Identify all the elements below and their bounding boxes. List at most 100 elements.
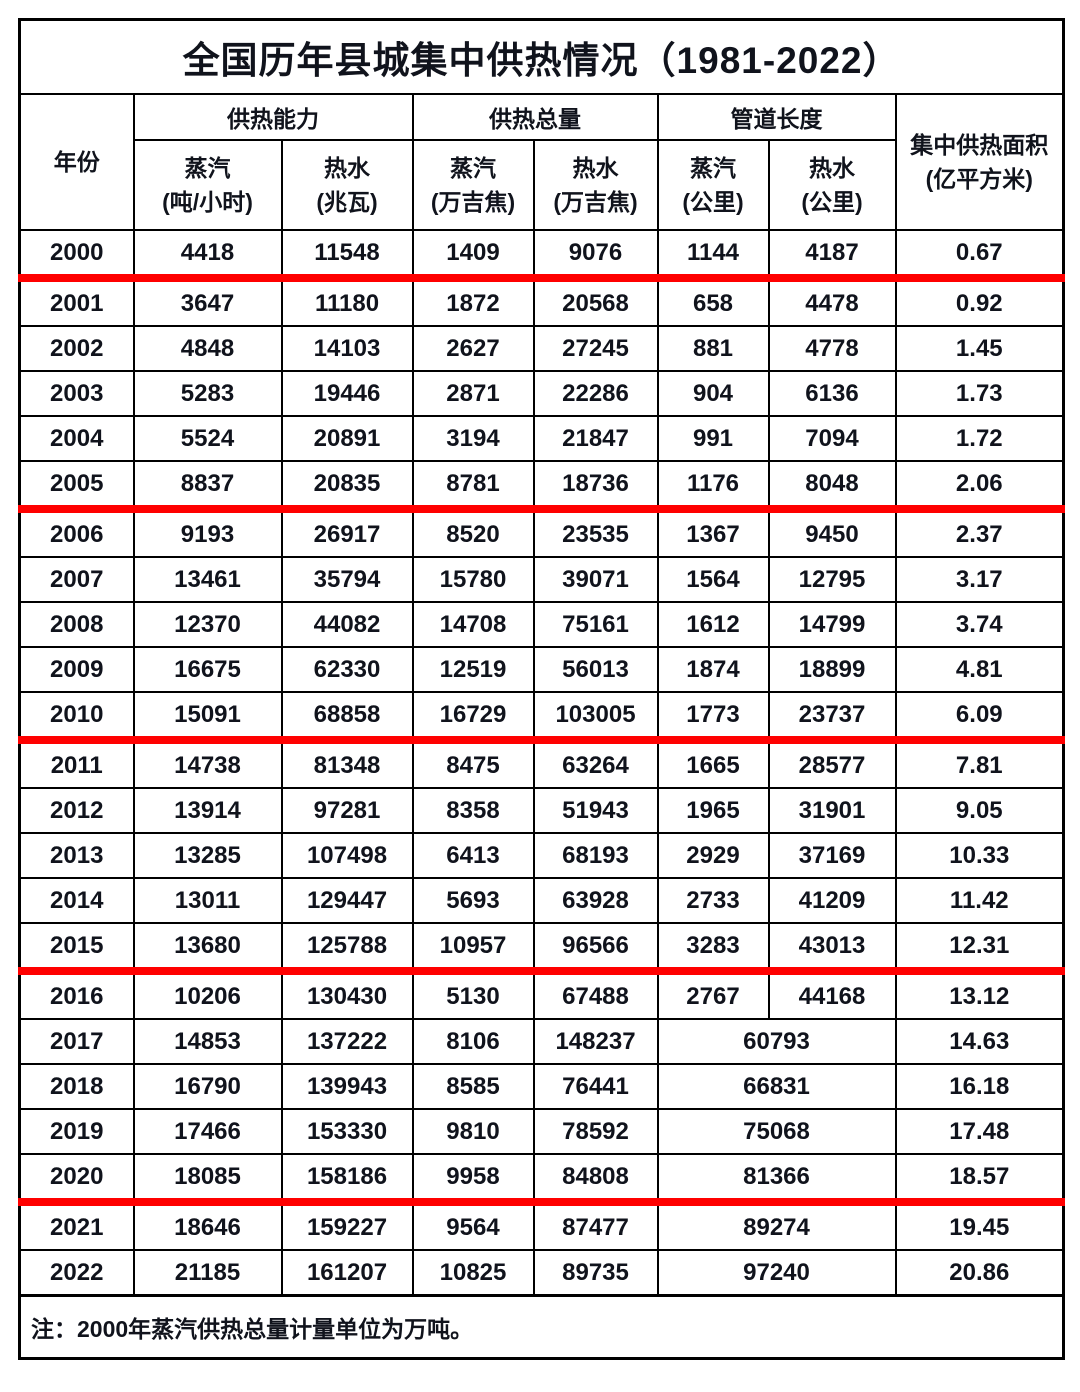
value-cell: 1176 <box>656 460 770 513</box>
table-row: 2017 14853 137222 8106 148237 60793 14.63 <box>18 1018 1065 1065</box>
year-cell: 2009 <box>18 646 135 693</box>
year-cell: 2020 <box>18 1153 135 1206</box>
value-cell: 1965 <box>656 787 770 834</box>
col-header-capacity-steam: 蒸汽 (吨/小时) <box>132 139 283 231</box>
value-cell: 19446 <box>280 370 414 417</box>
value-cell: 13011 <box>132 877 283 924</box>
value-cell: 9076 <box>532 229 659 282</box>
value-cell: 9450 <box>767 508 897 558</box>
value-cell: 158186 <box>280 1153 414 1206</box>
value-cell: 14853 <box>132 1018 283 1065</box>
value-cell: 2733 <box>656 877 770 924</box>
value-cell: 12519 <box>411 646 535 693</box>
table-row: 2007 13461 35794 15780 39071 1564 12795 3.17 <box>18 556 1065 603</box>
value-cell: 23535 <box>532 508 659 558</box>
value-cell: 107498 <box>280 832 414 879</box>
group-header-total-supply: 供热总量 <box>411 93 659 141</box>
value-cell: 11180 <box>280 277 414 327</box>
table-row: 2013 13285 107498 6413 68193 2929 37169 10.33 <box>18 832 1065 879</box>
value-cell: 8048 <box>767 460 897 513</box>
value-cell: 161207 <box>280 1249 414 1297</box>
table-row: 2006 9193 26917 8520 23535 1367 9450 2.37 <box>18 508 1065 558</box>
value-cell: 129447 <box>280 877 414 924</box>
value-cell: 4778 <box>767 325 897 372</box>
value-cell: 8475 <box>411 739 535 789</box>
value-cell: 9810 <box>411 1108 535 1155</box>
group-header-capacity: 供热能力 <box>132 93 414 141</box>
table-row: 2010 15091 68858 16729 103005 1773 23737 6.09 <box>18 691 1065 744</box>
value-cell: 1.73 <box>894 370 1065 417</box>
value-cell: 14.63 <box>894 1018 1065 1065</box>
value-cell: 1409 <box>411 229 535 282</box>
value-cell: 12795 <box>767 556 897 603</box>
value-cell: 19.45 <box>894 1201 1065 1251</box>
title-row: 全国历年县城集中供热情况（1981-2022） <box>18 18 1065 95</box>
header-line: 热水 <box>809 154 855 181</box>
table-row: 2020 18085 158186 9958 84808 81366 18.57 <box>18 1153 1065 1206</box>
table-row: 2001 3647 11180 1872 20568 658 4478 0.92 <box>18 277 1065 327</box>
value-cell: 89735 <box>532 1249 659 1297</box>
value-cell: 153330 <box>280 1108 414 1155</box>
value-cell: 4187 <box>767 229 897 282</box>
value-cell: 8585 <box>411 1063 535 1110</box>
value-cell: 37169 <box>767 832 897 879</box>
value-cell: 103005 <box>532 691 659 744</box>
value-cell: 17.48 <box>894 1108 1065 1155</box>
value-cell: 26917 <box>280 508 414 558</box>
col-header-total-steam: 蒸汽 (万吉焦) <box>411 139 535 231</box>
value-cell: 81348 <box>280 739 414 789</box>
value-cell: 1.45 <box>894 325 1065 372</box>
value-cell: 68193 <box>532 832 659 879</box>
value-cell: 10.33 <box>894 832 1065 879</box>
value-cell: 15091 <box>132 691 283 744</box>
value-cell: 11.42 <box>894 877 1065 924</box>
value-cell: 23737 <box>767 691 897 744</box>
col-header-pipeline-steam: 蒸汽 (公里) <box>656 139 770 231</box>
value-cell: 6413 <box>411 832 535 879</box>
value-cell: 16790 <box>132 1063 283 1110</box>
value-cell: 17466 <box>132 1108 283 1155</box>
value-cell: 13914 <box>132 787 283 834</box>
value-cell: 44168 <box>767 970 897 1020</box>
year-cell: 2018 <box>18 1063 135 1110</box>
col-header-area-line2: (亿平方米) <box>925 166 1033 192</box>
value-cell: 5283 <box>132 370 283 417</box>
value-cell: 75068 <box>656 1108 897 1155</box>
value-cell: 159227 <box>280 1201 414 1251</box>
value-cell: 2.06 <box>894 460 1065 513</box>
table-row: 2000 4418 11548 1409 9076 1144 4187 0.67 <box>18 229 1065 282</box>
value-cell: 2871 <box>411 370 535 417</box>
table-row: 2021 18646 159227 9564 87477 89274 19.45 <box>18 1201 1065 1251</box>
value-cell: 16.18 <box>894 1063 1065 1110</box>
value-cell: 6136 <box>767 370 897 417</box>
value-cell: 97281 <box>280 787 414 834</box>
value-cell: 20568 <box>532 277 659 327</box>
value-cell: 6.09 <box>894 691 1065 744</box>
group-header-row: 年份 供热能力 供热总量 管道长度 集中供热面积 (亿平方米) <box>18 93 1065 231</box>
table-row: 2003 5283 19446 2871 22286 904 6136 1.73 <box>18 370 1065 417</box>
header-line: (吨/小时) <box>162 189 253 215</box>
value-cell: 7094 <box>767 415 897 462</box>
value-cell: 2.37 <box>894 508 1065 558</box>
value-cell: 4418 <box>132 229 283 282</box>
value-cell: 3194 <box>411 415 535 462</box>
value-cell: 5130 <box>411 970 535 1020</box>
year-cell: 2002 <box>18 325 135 372</box>
year-cell: 2001 <box>18 277 135 327</box>
note-row: 注：2000年蒸汽供热总量计量单位为万吨。 <box>18 1294 1065 1360</box>
value-cell: 28577 <box>767 739 897 789</box>
year-cell: 2014 <box>18 877 135 924</box>
value-cell: 22286 <box>532 370 659 417</box>
col-header-area: 集中供热面积 (亿平方米) <box>894 93 1065 231</box>
col-header-pipeline-hotwater: 热水 (公里) <box>767 139 897 231</box>
year-cell: 2015 <box>18 922 135 975</box>
value-cell: 14708 <box>411 601 535 648</box>
value-cell: 9564 <box>411 1201 535 1251</box>
table-row: 2015 13680 125788 10957 96566 3283 43013 12.31 <box>18 922 1065 975</box>
table-row: 2018 16790 139943 8585 76441 66831 16.18 <box>18 1063 1065 1110</box>
value-cell: 39071 <box>532 556 659 603</box>
table-body: 2000 4418 11548 1409 9076 1144 4187 0.67 2001 364… <box>18 229 1065 1297</box>
value-cell: 8358 <box>411 787 535 834</box>
value-cell: 3.17 <box>894 556 1065 603</box>
